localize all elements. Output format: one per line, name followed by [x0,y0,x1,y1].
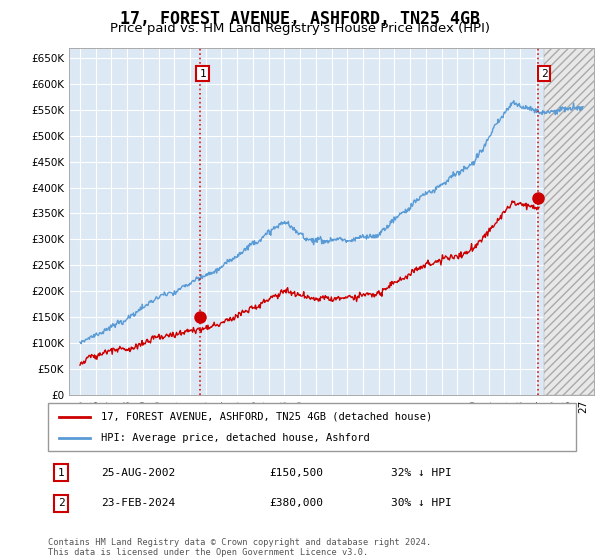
Text: 17, FOREST AVENUE, ASHFORD, TN25 4GB: 17, FOREST AVENUE, ASHFORD, TN25 4GB [120,10,480,28]
FancyBboxPatch shape [48,403,576,451]
Text: 32% ↓ HPI: 32% ↓ HPI [391,468,452,478]
Text: 23-FEB-2024: 23-FEB-2024 [101,498,175,508]
Text: 1: 1 [58,468,65,478]
Text: 30% ↓ HPI: 30% ↓ HPI [391,498,452,508]
Text: 1: 1 [199,68,206,78]
Text: £150,500: £150,500 [270,468,324,478]
Text: 25-AUG-2002: 25-AUG-2002 [101,468,175,478]
Text: HPI: Average price, detached house, Ashford: HPI: Average price, detached house, Ashf… [101,433,370,444]
Bar [544,48,599,395]
Text: 2: 2 [58,498,65,508]
Text: £380,000: £380,000 [270,498,324,508]
Text: Price paid vs. HM Land Registry's House Price Index (HPI): Price paid vs. HM Land Registry's House … [110,22,490,35]
Text: Contains HM Land Registry data © Crown copyright and database right 2024.
This d: Contains HM Land Registry data © Crown c… [48,538,431,557]
Text: 17, FOREST AVENUE, ASHFORD, TN25 4GB (detached house): 17, FOREST AVENUE, ASHFORD, TN25 4GB (de… [101,412,432,422]
Text: 2: 2 [541,68,547,78]
